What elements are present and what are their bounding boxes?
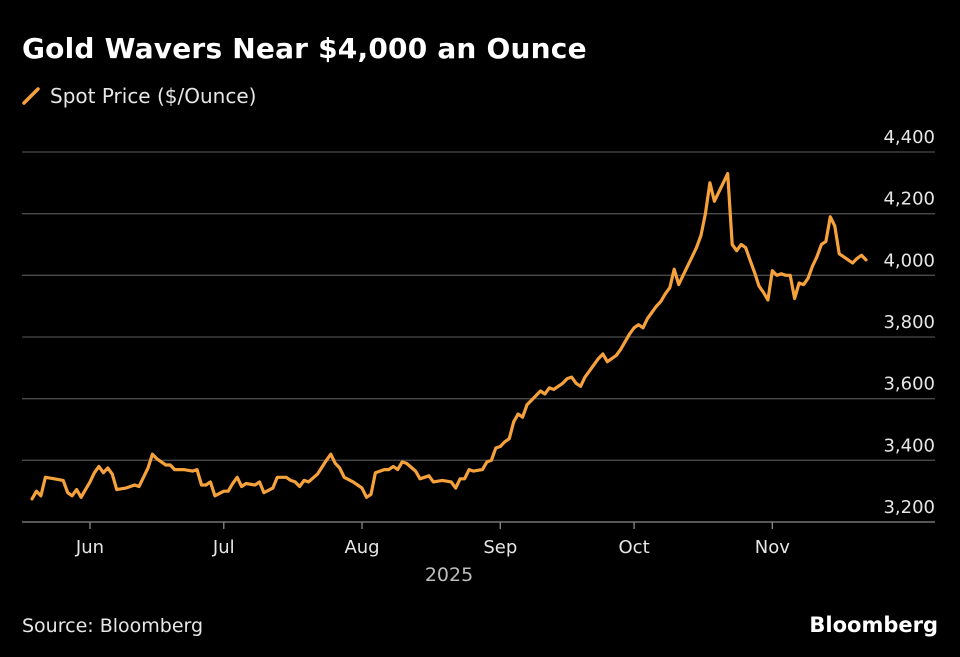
x-tick-label: Aug <box>344 537 379 558</box>
x-tick-label: Nov <box>755 537 790 558</box>
legend-line-swatch-icon <box>22 87 40 105</box>
legend: Spot Price ($/Ounce) <box>22 84 256 108</box>
x-axis-year-label: 2025 <box>425 564 473 586</box>
brand-logo: Bloomberg <box>809 613 938 637</box>
series-line-spot-price <box>30 172 868 501</box>
y-tick-label: 4,400 <box>883 127 935 148</box>
x-tick-label: Jul <box>212 537 235 558</box>
y-tick-label: 3,200 <box>883 497 935 518</box>
legend-label: Spot Price ($/Ounce) <box>50 84 257 108</box>
x-tick-label: Jun <box>75 537 104 558</box>
y-tick-label: 4,200 <box>883 189 935 210</box>
y-tick-label: 4,000 <box>883 250 935 271</box>
x-tick-label: Sep <box>483 537 517 558</box>
y-tick-label: 3,800 <box>883 312 935 333</box>
source-note: Source: Bloomberg <box>22 615 204 637</box>
y-tick-label: 3,400 <box>883 435 935 456</box>
y-tick-label: 3,600 <box>883 374 935 395</box>
chart-title: Gold Wavers Near $4,000 an Ounce <box>22 32 587 65</box>
x-tick-label: Oct <box>619 537 650 558</box>
